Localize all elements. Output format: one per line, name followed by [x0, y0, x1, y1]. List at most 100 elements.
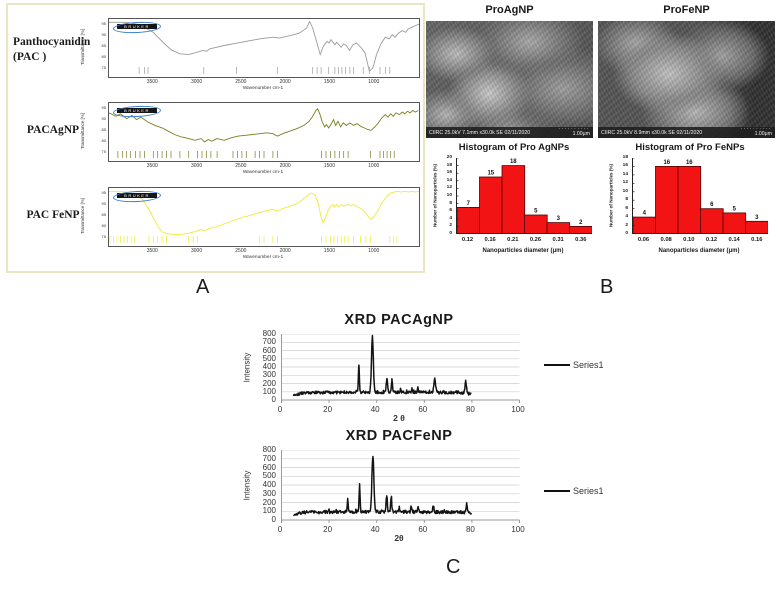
ftir-y-tick-label: 85 — [101, 127, 106, 132]
bruker-logo: BRUKER — [112, 104, 163, 119]
svg-text:16: 16 — [686, 160, 693, 166]
xrd-y-tick-label: 300 — [262, 370, 276, 380]
histogram-title: Histogram of Pro FeNPs — [635, 142, 745, 153]
bruker-logo: BRUKER — [112, 20, 163, 35]
histogram-y-tick-label: 18 — [446, 162, 452, 168]
xrd-plot-area — [280, 449, 520, 523]
sem-title-profenp: ProFeNP — [663, 4, 710, 16]
ftir-x-tick-label: 2000 — [279, 79, 291, 85]
spectrum-label-pac: Panthocyanidin (PAC ) — [13, 35, 93, 65]
xrd-x-tick-label: 80 — [465, 405, 475, 414]
xrd-y-tick-label: 800 — [262, 329, 276, 338]
ftir-y-tick-label: 80 — [101, 223, 106, 228]
ftir-y-tick-label: 85 — [101, 212, 106, 217]
legend-line-swatch — [544, 364, 570, 366]
sem-title-proagnp: ProAgNP — [485, 4, 534, 16]
xrd-x-tick-label: 0 — [277, 405, 283, 414]
histogram-y-tick-label: 8 — [449, 200, 452, 206]
histogram-y-tick-label: 20 — [446, 155, 452, 160]
xrd-x-axis-label: 2θ — [394, 533, 404, 543]
histogram-x-tick-label: 0.08 — [660, 237, 672, 243]
histogram-x-tick-label: 0.14 — [728, 237, 740, 243]
xrd-y-tick-label: 700 — [262, 453, 276, 463]
ftir-plot-area: BRUKER — [108, 102, 420, 162]
spectrum-label-pac-line1: Panthocyanidin — [13, 36, 91, 48]
xrd-x-tick-label: 40 — [370, 525, 380, 534]
bruker-logo-bar: BRUKER — [117, 193, 157, 198]
ftir-x-tick-label: 2000 — [279, 248, 291, 254]
histogram-x-tick-label: 0.21 — [507, 237, 519, 243]
ftir-y-tick-label: 90 — [101, 116, 106, 121]
ftir-x-tick-label: 3500 — [146, 79, 158, 85]
ftir-x-tick-label: 1500 — [323, 248, 335, 254]
ftir-y-tick-label: 80 — [101, 54, 106, 59]
ftir-y-tick-label: 95 — [101, 21, 106, 26]
xrd-y-tick-label: 400 — [262, 480, 276, 489]
histogram-x-tick-label: 0.12 — [705, 237, 718, 243]
ftir-x-tick-label: 3500 — [146, 163, 158, 169]
sem-scale-label: 1.00μm — [754, 131, 772, 138]
histogram-y-tick-label: 18 — [622, 155, 628, 160]
sem-image-proagnp: CIIRC 25.0kV 7.1mm x30.0k SE 02/11/2020 … — [426, 21, 593, 138]
ftir-x-tick-label: 1500 — [323, 163, 335, 169]
histogram-y-tick-label: 2 — [449, 223, 452, 229]
sem-footer-bar: CIIRC 25.0kV 8.9mm x30.0k SE 02/11/2020 … — [598, 125, 775, 138]
xrd-y-tick-label: 800 — [262, 445, 276, 454]
histogram-x-tick-label: 0.16 — [484, 237, 496, 243]
histogram-x-tick-label: 0.06 — [637, 237, 650, 243]
histogram-y-tick-label: 10 — [446, 193, 452, 198]
ftir-x-tick-label: 2000 — [279, 163, 291, 169]
sem-scale-dots: ·········· — [740, 125, 772, 132]
spectrum-label-pacagnp: PACAgNP — [13, 123, 93, 138]
svg-text:18: 18 — [510, 159, 517, 165]
ftir-y-tick-label: 80 — [101, 138, 106, 143]
xrd-legend: Series1 — [544, 360, 604, 370]
xrd-y-tick-label: 100 — [262, 506, 276, 516]
xrd-x-tick-label: 80 — [465, 525, 475, 534]
panel-label-a: A — [196, 276, 210, 298]
sem-scale-bar: ·········· 1.00μm — [558, 125, 590, 138]
xrd-y-tick-label: 700 — [262, 337, 276, 347]
xrd-y-tick-label: 600 — [262, 345, 276, 355]
ftir-y-tick-label: 85 — [101, 43, 106, 48]
svg-text:4: 4 — [643, 211, 647, 217]
histogram-x-axis-label: Nanoparticles diameter (μm) — [658, 248, 740, 254]
xrd-x-tick-label: 20 — [323, 405, 333, 414]
histogram-agnp: Histogram of Pro AgNPs Number of Nanopar… — [428, 142, 600, 266]
ftir-plot-area: BRUKER — [108, 18, 420, 78]
xrd-x-tick-label: 100 — [511, 405, 525, 414]
histogram-y-tick-label: 16 — [622, 163, 628, 169]
ftir-x-tick-label: 2500 — [235, 248, 247, 254]
xrd-chart-pacagnp: XRD PACAgNP Intensity 2 θ Series1 0 20 40 6… — [230, 312, 630, 423]
ftir-x-tick-label: 1000 — [368, 248, 380, 254]
ftir-y-tick-label: 95 — [101, 190, 106, 195]
histogram-x-tick-label: 0.26 — [529, 237, 542, 243]
bruker-logo: BRUKER — [112, 189, 163, 204]
histogram-y-tick-label: 6 — [625, 205, 628, 211]
histogram-y-tick-label: 14 — [622, 171, 628, 177]
svg-text:5: 5 — [534, 209, 538, 215]
ftir-y-tick-label: 75 — [101, 149, 106, 154]
ftir-x-tick-label: 1500 — [323, 79, 335, 85]
svg-text:6: 6 — [710, 202, 714, 208]
xrd-y-tick-label: 500 — [262, 353, 276, 363]
xrd-x-tick-label: 20 — [323, 525, 333, 534]
svg-text:3: 3 — [557, 216, 561, 222]
xrd-x-tick-label: 100 — [511, 525, 525, 534]
histogram-y-tick-label: 2 — [625, 222, 628, 228]
histogram-x-axis-label: Nanoparticles diameter (μm) — [482, 248, 564, 254]
histogram-plot-area: 7 15 18 5 3 2 — [456, 157, 593, 235]
histogram-y-tick-label: 4 — [625, 214, 628, 220]
histogram-x-tick-label: 0.10 — [683, 237, 695, 243]
histogram-x-tick-label: 0.31 — [552, 237, 564, 243]
xrd-x-tick-label: 0 — [277, 525, 283, 534]
svg-text:15: 15 — [487, 171, 494, 177]
ftir-x-tick-label: 2500 — [235, 163, 247, 169]
svg-text:16: 16 — [663, 160, 670, 166]
xrd-y-tick-label: 200 — [262, 378, 276, 388]
panel-label-c: C — [446, 556, 461, 578]
sem-scale-label: 1.00μm — [572, 131, 590, 138]
ftir-x-tick-label: 2500 — [235, 79, 247, 85]
xrd-plot-area — [280, 333, 520, 403]
sem-scale-dots: ·········· — [558, 125, 590, 132]
